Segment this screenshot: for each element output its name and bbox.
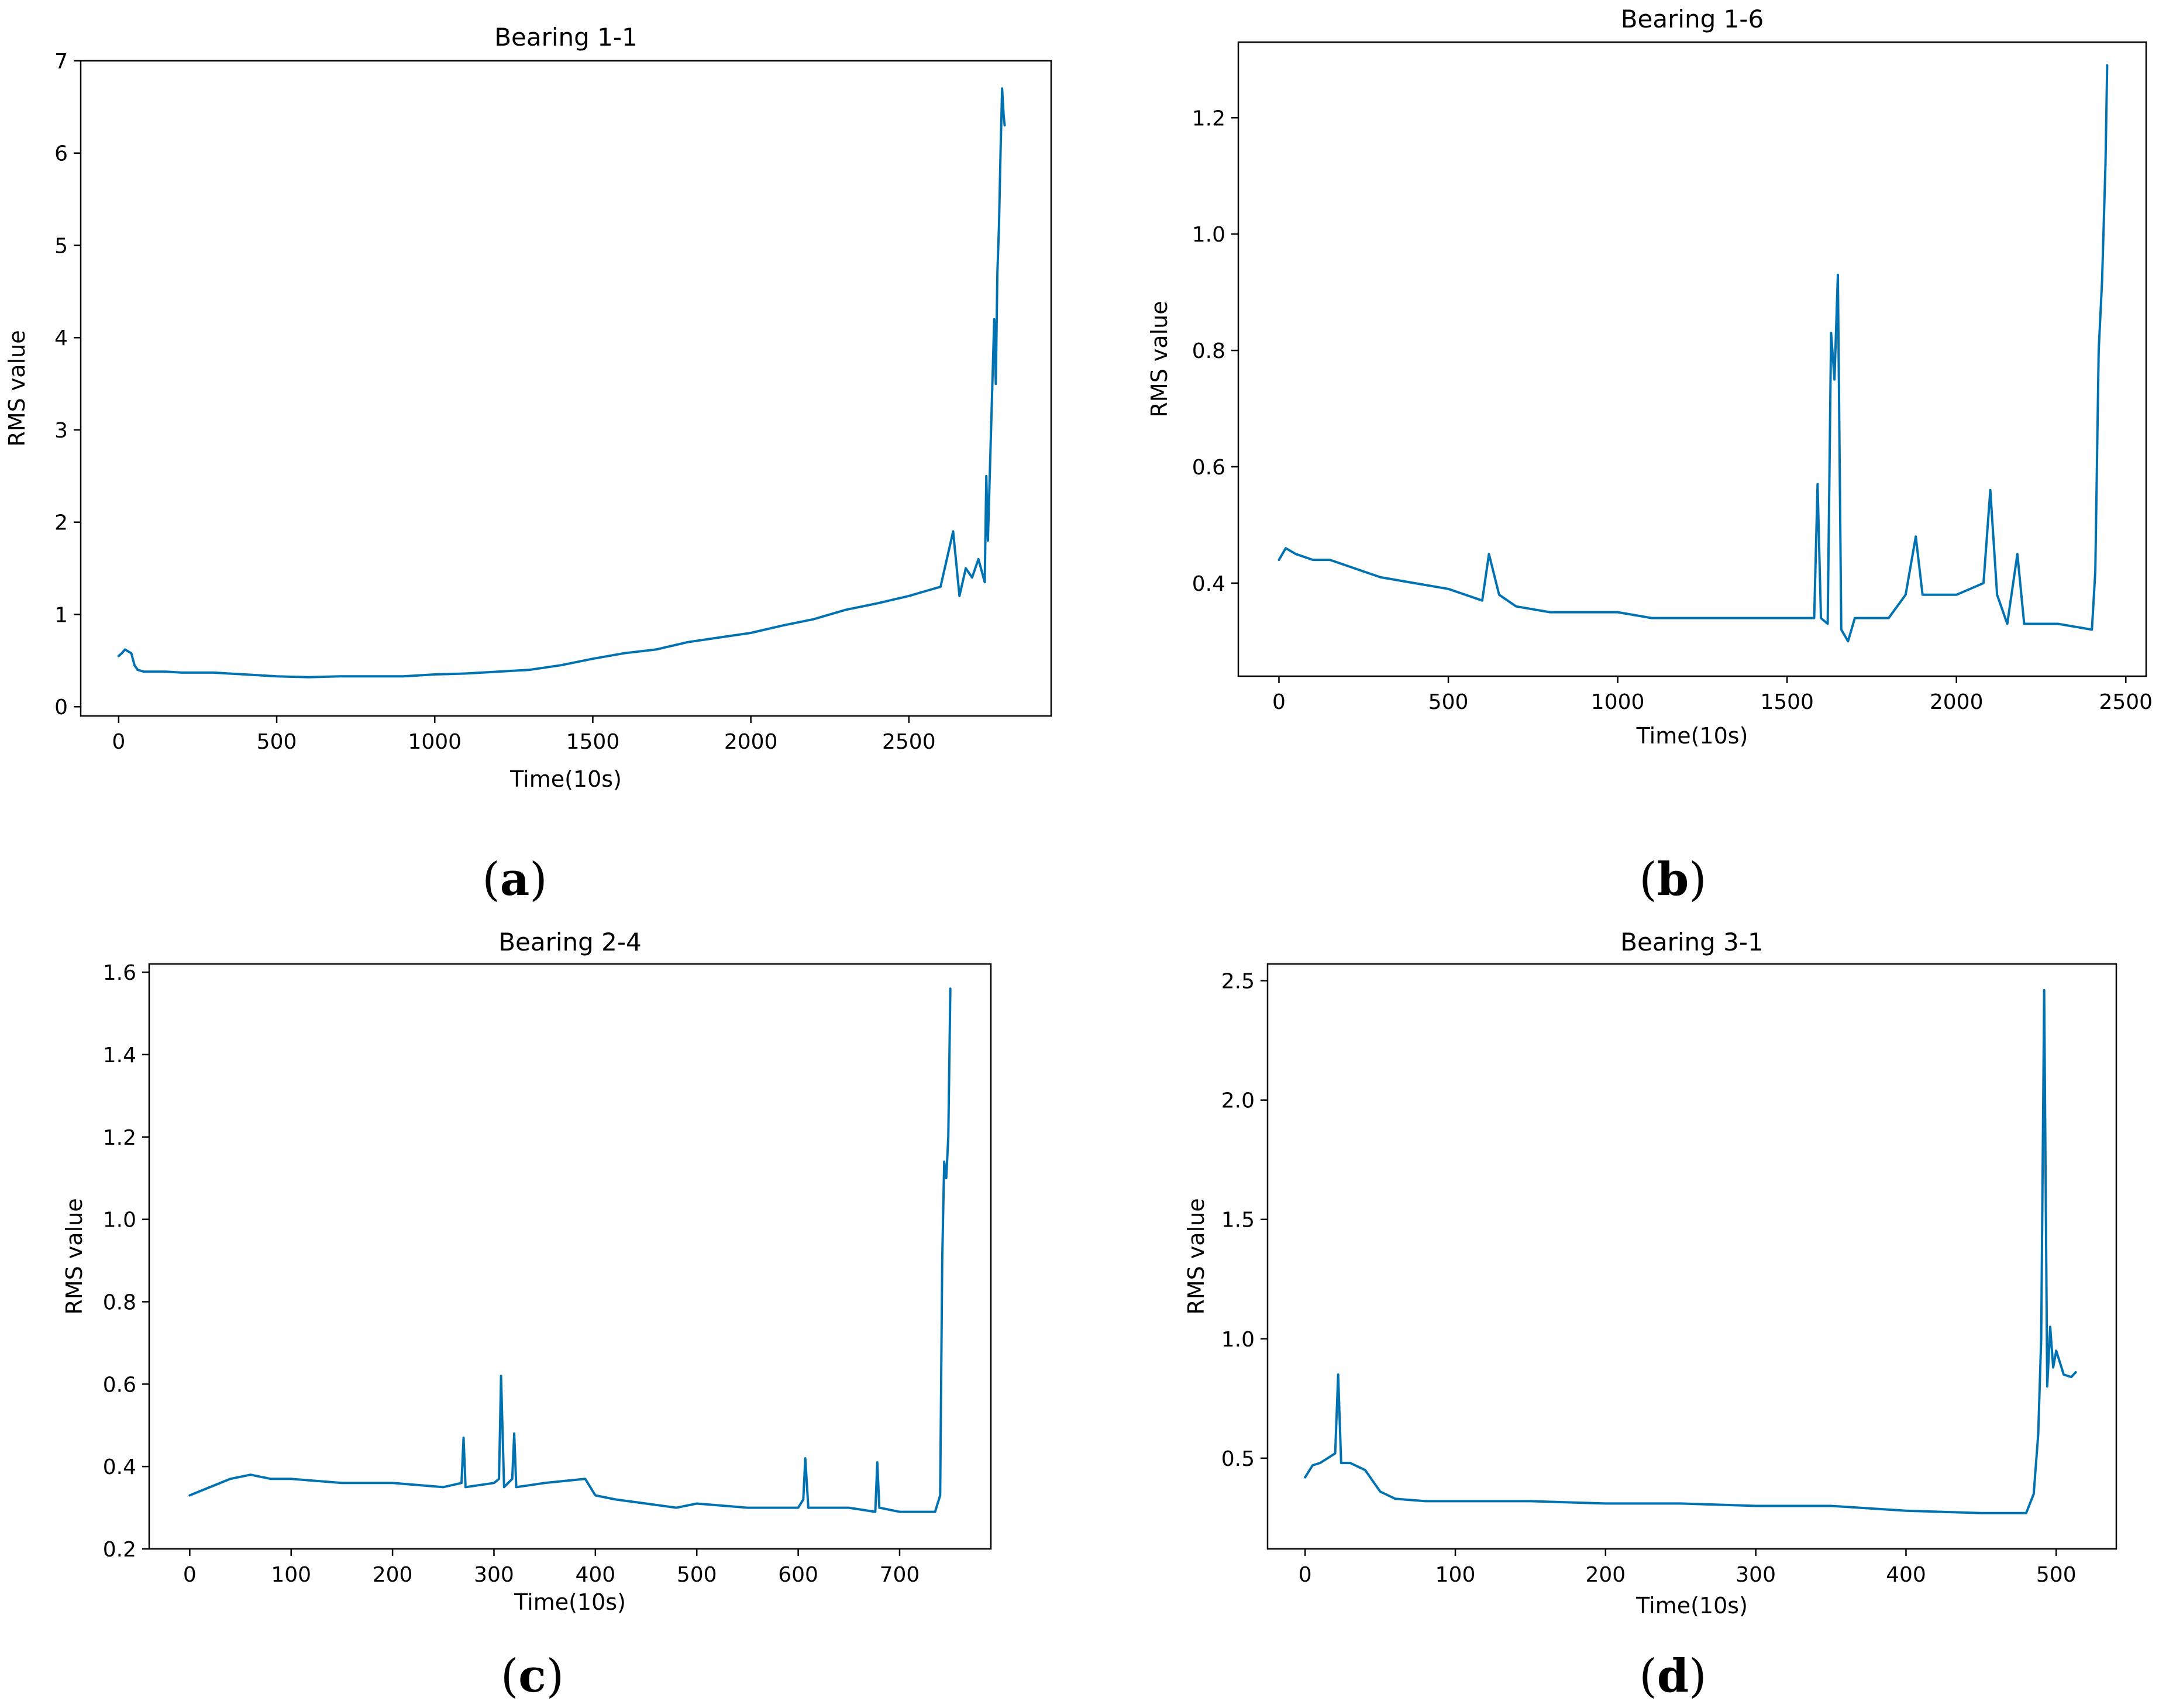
x-tick-label: 500: [1428, 690, 1469, 714]
chart-title: Bearing 3-1: [1620, 928, 1764, 956]
x-tick-label: 400: [1886, 1563, 1926, 1587]
x-tick-label: 0: [183, 1563, 197, 1587]
y-tick-label: 6: [54, 142, 68, 166]
y-axis-label: RMS value: [1146, 301, 1172, 417]
y-tick-label: 0.6: [103, 1373, 136, 1397]
y-tick-label: 0.2: [103, 1538, 136, 1562]
y-tick-label: 1.0: [103, 1208, 136, 1232]
y-tick-label: 0.8: [1192, 339, 1225, 363]
x-tick-label: 1000: [1591, 690, 1645, 714]
y-tick-label: 5: [54, 234, 68, 258]
panel-caption-letter: d: [1657, 1650, 1689, 1703]
panel-caption: (a): [482, 853, 547, 906]
x-tick-label: 2500: [2099, 690, 2153, 714]
x-tick-label: 200: [1585, 1563, 1626, 1587]
y-tick-label: 1.0: [1221, 1328, 1255, 1352]
x-tick-label: 500: [2036, 1563, 2077, 1587]
y-tick-label: 1.0: [1192, 223, 1225, 247]
y-tick-label: 1.4: [103, 1044, 136, 1068]
y-tick-label: 3: [54, 419, 68, 443]
x-tick-label: 2000: [724, 730, 778, 754]
x-tick-label: 200: [373, 1563, 413, 1587]
x-tick-label: 1500: [1760, 690, 1814, 714]
panel-caption: (c): [501, 1650, 564, 1703]
x-tick-label: 1500: [566, 730, 620, 754]
series-line-rms: [1304, 989, 2077, 1514]
x-tick-label: 300: [474, 1563, 514, 1587]
chart-panel-c: Bearing 2-4 0 100 200 300 400 500 600 700 0.2 0.4 0…: [61, 928, 992, 1703]
y-tick-label: 2.5: [1221, 970, 1255, 994]
chart-panel-b: Bearing 1-6 0 500 1000 1500 2000 2500 0.4 0.6 0.8…: [1146, 5, 2153, 906]
series-line-rms: [117, 87, 1006, 679]
y-tick-label: 0.4: [103, 1455, 136, 1479]
y-tick-label: 0.8: [103, 1290, 136, 1314]
x-tick-label: 700: [880, 1563, 920, 1587]
x-tick-label: 500: [257, 730, 297, 754]
plot-frame: [1266, 963, 2117, 1550]
panel-caption-letter: b: [1657, 853, 1689, 906]
x-tick-label: 2500: [882, 730, 936, 754]
x-tick-label: 2000: [1930, 690, 1984, 714]
x-tick-label: 600: [778, 1563, 818, 1587]
x-tick-label: 100: [271, 1563, 311, 1587]
panel-caption: (d): [1639, 1650, 1706, 1703]
plot-frame: [148, 963, 992, 1550]
y-tick-label: 2: [54, 511, 68, 535]
y-tick-label: 4: [54, 326, 68, 350]
x-tick-label: 0: [112, 730, 125, 754]
y-tick-label: 0.4: [1192, 572, 1225, 596]
chart-title: Bearing 1-6: [1621, 5, 1764, 33]
y-axis-label: RMS value: [4, 330, 30, 446]
y-tick-label: 7: [54, 50, 68, 74]
chart-title: Bearing 2-4: [498, 928, 642, 956]
chart-panel-d: Bearing 3-1 0 100 200 300 400 500 0.5 1.0 1.5 2.0 2…: [1183, 928, 2117, 1703]
plot-frame: [1237, 41, 2147, 677]
x-axis-label: Time(10s): [509, 766, 622, 792]
y-tick-label: 1.2: [103, 1126, 136, 1150]
series-line-rms: [188, 987, 952, 1513]
chart-title: Bearing 1-1: [494, 23, 638, 51]
x-tick-label: 1000: [408, 730, 462, 754]
x-axis-label: Time(10s): [1636, 723, 1748, 749]
series-line-rms: [1278, 64, 2109, 643]
panel-caption-letter: a: [500, 853, 530, 906]
panel-caption: (b): [1639, 853, 1706, 906]
y-tick-label: 0.5: [1221, 1447, 1255, 1471]
chart-panel-a: Bearing 1-1 0 500 1000 1500 2000 2500 0 1 2 3 4 5 6 7 T…: [4, 23, 1052, 906]
x-tick-label: 300: [1736, 1563, 1776, 1587]
x-tick-label: 100: [1435, 1563, 1476, 1587]
y-tick-label: 0.6: [1192, 456, 1225, 480]
panel-caption-letter: c: [518, 1650, 546, 1703]
y-tick-label: 1.2: [1192, 106, 1225, 130]
y-axis-label: RMS value: [1183, 1198, 1209, 1314]
x-axis-label: Time(10s): [514, 1589, 626, 1615]
y-tick-label: 2.0: [1221, 1089, 1255, 1113]
x-tick-label: 0: [1299, 1563, 1312, 1587]
x-tick-label: 0: [1272, 690, 1286, 714]
y-tick-label: 1.6: [103, 961, 136, 985]
y-tick-label: 0: [54, 695, 68, 719]
y-tick-label: 1.5: [1221, 1208, 1255, 1232]
x-axis-label: Time(10s): [1635, 1593, 1748, 1619]
y-tick-label: 1: [54, 603, 68, 627]
plot-frame: [80, 60, 1052, 717]
y-axis-label: RMS value: [61, 1198, 87, 1314]
x-tick-label: 400: [575, 1563, 615, 1587]
x-tick-label: 500: [677, 1563, 717, 1587]
